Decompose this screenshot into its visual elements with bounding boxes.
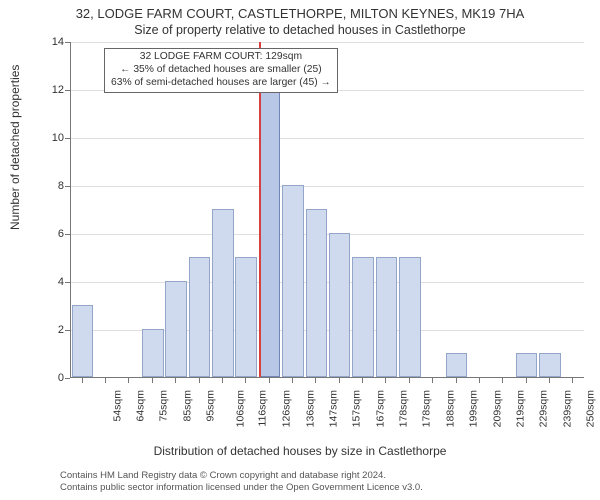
annotation-box: 32 LODGE FARM COURT: 129sqm ← 35% of det… — [104, 48, 338, 93]
x-tick-label: 239sqm — [561, 390, 573, 427]
annotation-line: 32 LODGE FARM COURT: 129sqm — [111, 51, 331, 64]
histogram-bar — [212, 209, 233, 377]
histogram-bar — [329, 233, 350, 377]
x-tick-label: 147sqm — [327, 390, 339, 427]
histogram-bar — [142, 329, 163, 377]
x-tick-label: 116sqm — [256, 390, 268, 427]
histogram-bar — [282, 185, 303, 377]
gridline — [71, 138, 584, 139]
x-tick-mark — [409, 378, 410, 383]
y-tick-mark — [65, 330, 70, 331]
x-tick-mark — [432, 378, 433, 383]
y-tick-mark — [65, 42, 70, 43]
annotation-line: ← 35% of detached houses are smaller (25… — [111, 64, 331, 77]
histogram-bar — [539, 353, 560, 377]
x-tick-label: 178sqm — [397, 390, 409, 427]
x-tick-mark — [199, 378, 200, 383]
x-tick-label: 85sqm — [181, 390, 193, 422]
histogram-bar — [399, 257, 420, 377]
page-title: 32, LODGE FARM COURT, CASTLETHORPE, MILT… — [0, 0, 600, 21]
y-tick-mark — [65, 378, 70, 379]
y-tick-mark — [65, 138, 70, 139]
annotation-line: 63% of semi-detached houses are larger (… — [111, 77, 331, 90]
x-tick-label: 106sqm — [234, 390, 246, 427]
x-tick-label: 54sqm — [111, 390, 123, 422]
y-tick-label: 10 — [40, 132, 64, 144]
credits-line: Contains HM Land Registry data © Crown c… — [60, 470, 423, 482]
histogram-bar — [446, 353, 467, 377]
gridline — [71, 42, 584, 43]
x-tick-mark — [479, 378, 480, 383]
x-tick-label: 209sqm — [491, 390, 503, 427]
x-tick-mark — [292, 378, 293, 383]
credits-line: Contains public sector information licen… — [60, 482, 423, 494]
histogram-bar — [165, 281, 186, 377]
gridline — [71, 234, 584, 235]
histogram-bar — [72, 305, 93, 377]
x-tick-mark — [245, 378, 246, 383]
x-tick-label: 157sqm — [351, 390, 363, 427]
x-tick-mark — [549, 378, 550, 383]
x-tick-mark — [222, 378, 223, 383]
x-tick-mark — [315, 378, 316, 383]
y-tick-label: 12 — [40, 84, 64, 96]
x-tick-mark — [82, 378, 83, 383]
y-tick-label: 14 — [40, 36, 64, 48]
x-tick-mark — [362, 378, 363, 383]
histogram-bar — [352, 257, 373, 377]
x-tick-mark — [152, 378, 153, 383]
gridline — [71, 186, 584, 187]
y-tick-mark — [65, 282, 70, 283]
x-tick-label: 250sqm — [584, 390, 596, 427]
x-tick-label: 199sqm — [467, 390, 479, 427]
gridline — [71, 282, 584, 283]
page-subtitle: Size of property relative to detached ho… — [0, 21, 600, 37]
x-tick-mark — [175, 378, 176, 383]
x-tick-label: 95sqm — [205, 390, 217, 422]
histogram-bar — [189, 257, 210, 377]
x-tick-mark — [502, 378, 503, 383]
x-tick-label: 126sqm — [281, 390, 293, 427]
x-tick-mark — [269, 378, 270, 383]
y-tick-label: 8 — [40, 180, 64, 192]
x-tick-mark — [105, 378, 106, 383]
y-tick-label: 6 — [40, 228, 64, 240]
x-tick-label: 229sqm — [538, 390, 550, 427]
y-tick-mark — [65, 234, 70, 235]
y-tick-label: 0 — [40, 372, 64, 384]
y-tick-mark — [65, 90, 70, 91]
x-tick-mark — [526, 378, 527, 383]
y-tick-label: 4 — [40, 276, 64, 288]
x-tick-mark — [456, 378, 457, 383]
histogram-chart: 02468101214 54sqm64sqm75sqm85sqm95sqm106… — [46, 42, 584, 414]
x-tick-mark — [385, 378, 386, 383]
y-tick-label: 2 — [40, 324, 64, 336]
y-tick-mark — [65, 186, 70, 187]
x-tick-label: 167sqm — [374, 390, 386, 427]
histogram-bar — [235, 257, 256, 377]
x-tick-label: 188sqm — [444, 390, 456, 427]
x-tick-mark — [128, 378, 129, 383]
x-tick-label: 136sqm — [304, 390, 316, 427]
x-tick-label: 75sqm — [158, 390, 170, 422]
x-tick-label: 219sqm — [514, 390, 526, 427]
histogram-bar — [516, 353, 537, 377]
x-tick-mark — [339, 378, 340, 383]
x-tick-mark — [572, 378, 573, 383]
credits: Contains HM Land Registry data © Crown c… — [60, 470, 423, 494]
x-tick-label: 64sqm — [135, 390, 147, 422]
histogram-bar — [376, 257, 397, 377]
y-axis-label: Number of detached properties — [8, 65, 22, 230]
histogram-bar — [306, 209, 327, 377]
histogram-bar-highlight — [259, 89, 280, 377]
x-tick-label: 178sqm — [421, 390, 433, 427]
x-axis-label: Distribution of detached houses by size … — [0, 444, 600, 458]
